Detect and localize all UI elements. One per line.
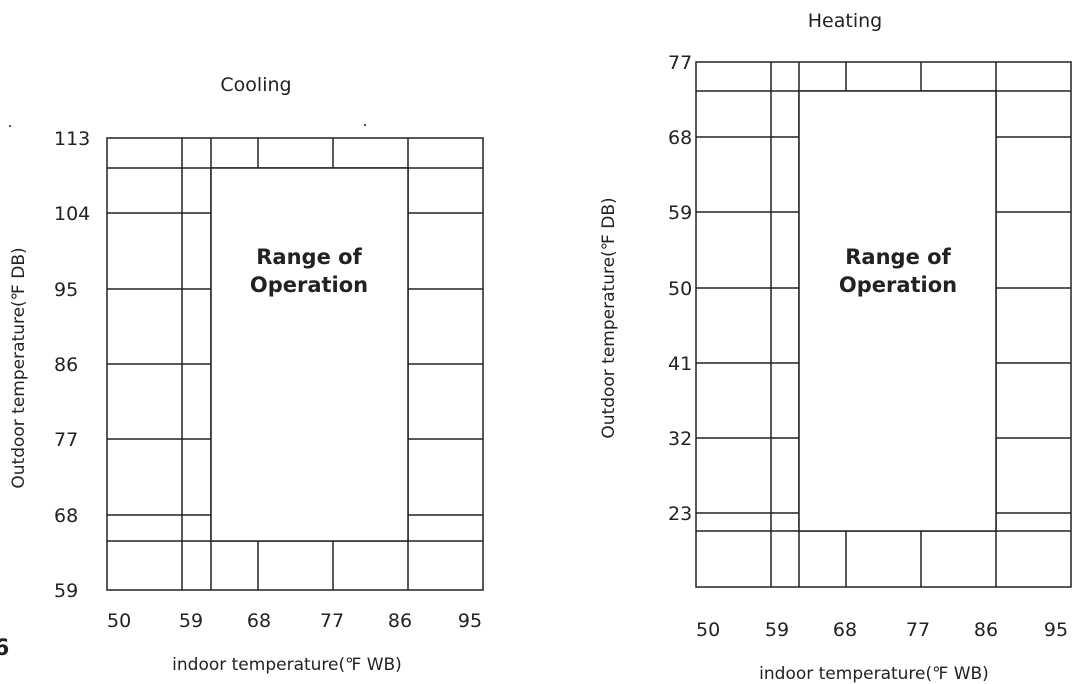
heating-x-tick: 95 (1044, 619, 1068, 641)
heating-y-tick: 77 (668, 52, 692, 74)
cooling-y-tick: 104 (54, 203, 90, 225)
heating-region-label-line2: Operation (839, 273, 957, 297)
cooling-y-tick-labels: 113 104 95 86 77 68 59 (54, 128, 90, 602)
heating-y-tick: 23 (668, 503, 692, 525)
cooling-x-tick-labels: 50 59 68 77 86 95 (107, 610, 482, 632)
heating-y-tick: 32 (668, 428, 692, 450)
cooling-region-label-line2: Operation (250, 273, 368, 297)
cooling-y-tick: 59 (54, 580, 78, 602)
cooling-x-tick: 77 (320, 610, 344, 632)
heating-plot-frame (695, 61, 1072, 588)
heating-y-tick: 59 (668, 202, 692, 224)
heating-y-tick: 50 (668, 278, 692, 300)
cooling-x-axis-label: indoor temperature(℉ WB) (172, 655, 402, 675)
heating-y-tick: 68 (668, 127, 692, 149)
heating-y-tick: 41 (668, 353, 692, 375)
heating-x-tick: 86 (974, 619, 998, 641)
cooling-y-tick: 86 (54, 354, 78, 376)
cooling-title: Cooling (220, 74, 291, 96)
cooling-x-tick: 86 (388, 610, 412, 632)
cooling-grid (106, 137, 484, 591)
cooling-y-tick: 68 (54, 505, 78, 527)
cooling-region-label-line1: Range of (256, 245, 362, 269)
heating-operating-range (798, 90, 997, 532)
heating-x-tick: 59 (765, 619, 789, 641)
cooling-y-tick: 95 (54, 279, 78, 301)
cooling-operating-range (210, 167, 409, 542)
cooling-y-axis-label: Outdoor temperature(℉ DB) (9, 247, 29, 488)
stray-dot (9, 125, 11, 127)
cooling-x-tick: 50 (107, 610, 131, 632)
heating-x-axis-label: indoor temperature(℉ WB) (759, 664, 989, 684)
heating-y-axis-label: Outdoor temperature(℉ DB) (599, 197, 619, 438)
heating-panel: Heating Outdoor temperature(℉ DB) indoor… (599, 10, 1072, 684)
heating-x-tick-labels: 50 59 68 77 86 95 (696, 619, 1068, 641)
heating-x-tick: 77 (906, 619, 930, 641)
heating-y-tick-labels: 77 68 59 50 41 32 23 (668, 52, 692, 525)
cooling-x-tick: 68 (247, 610, 271, 632)
cooling-x-tick: 95 (458, 610, 482, 632)
heating-x-tick: 68 (833, 619, 857, 641)
cooling-y-tick: 77 (54, 429, 78, 451)
cooling-x-tick: 59 (179, 610, 203, 632)
heating-region-label-line1: Range of (845, 245, 951, 269)
cooling-y-tick: 113 (54, 128, 90, 150)
page-number-fragment: 6 (0, 636, 9, 661)
heating-title: Heating (808, 10, 882, 32)
stray-dot (364, 124, 366, 126)
cooling-panel: Cooling Outdoor temperature(℉ DB) indoor… (9, 74, 484, 675)
heating-x-tick: 50 (696, 619, 720, 641)
